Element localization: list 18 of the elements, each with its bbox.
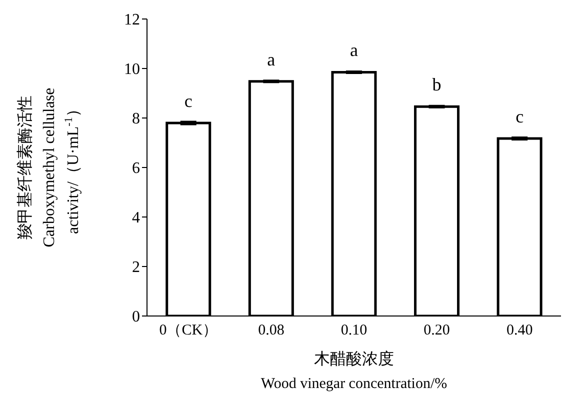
x-tick-label: 0.10 [340,322,368,339]
x-tick-label: 0.20 [424,322,450,339]
y-tick-label: 6 [132,160,140,178]
x-tick-label: 0.08 [258,322,284,339]
annotation: a [267,49,276,70]
y-tick-label: 2 [132,259,140,276]
annotation: a [350,40,358,60]
y-tick-label: 0 [132,308,140,326]
y-tick-label: 12 [124,12,140,29]
x-tick-label: 0.40 [506,322,533,339]
annotation: b [432,74,442,95]
y-tick-label: 10 [124,61,140,78]
annotation: c [184,90,192,111]
x-tick-label: 0（CK） [159,322,218,339]
y-tick-label: 4 [132,210,140,227]
y-tick-label: 8 [132,110,140,128]
annotation: c [516,106,524,127]
x-axis-title: 木醋酸浓度 Wood vinegar concentration/% [260,350,448,392]
